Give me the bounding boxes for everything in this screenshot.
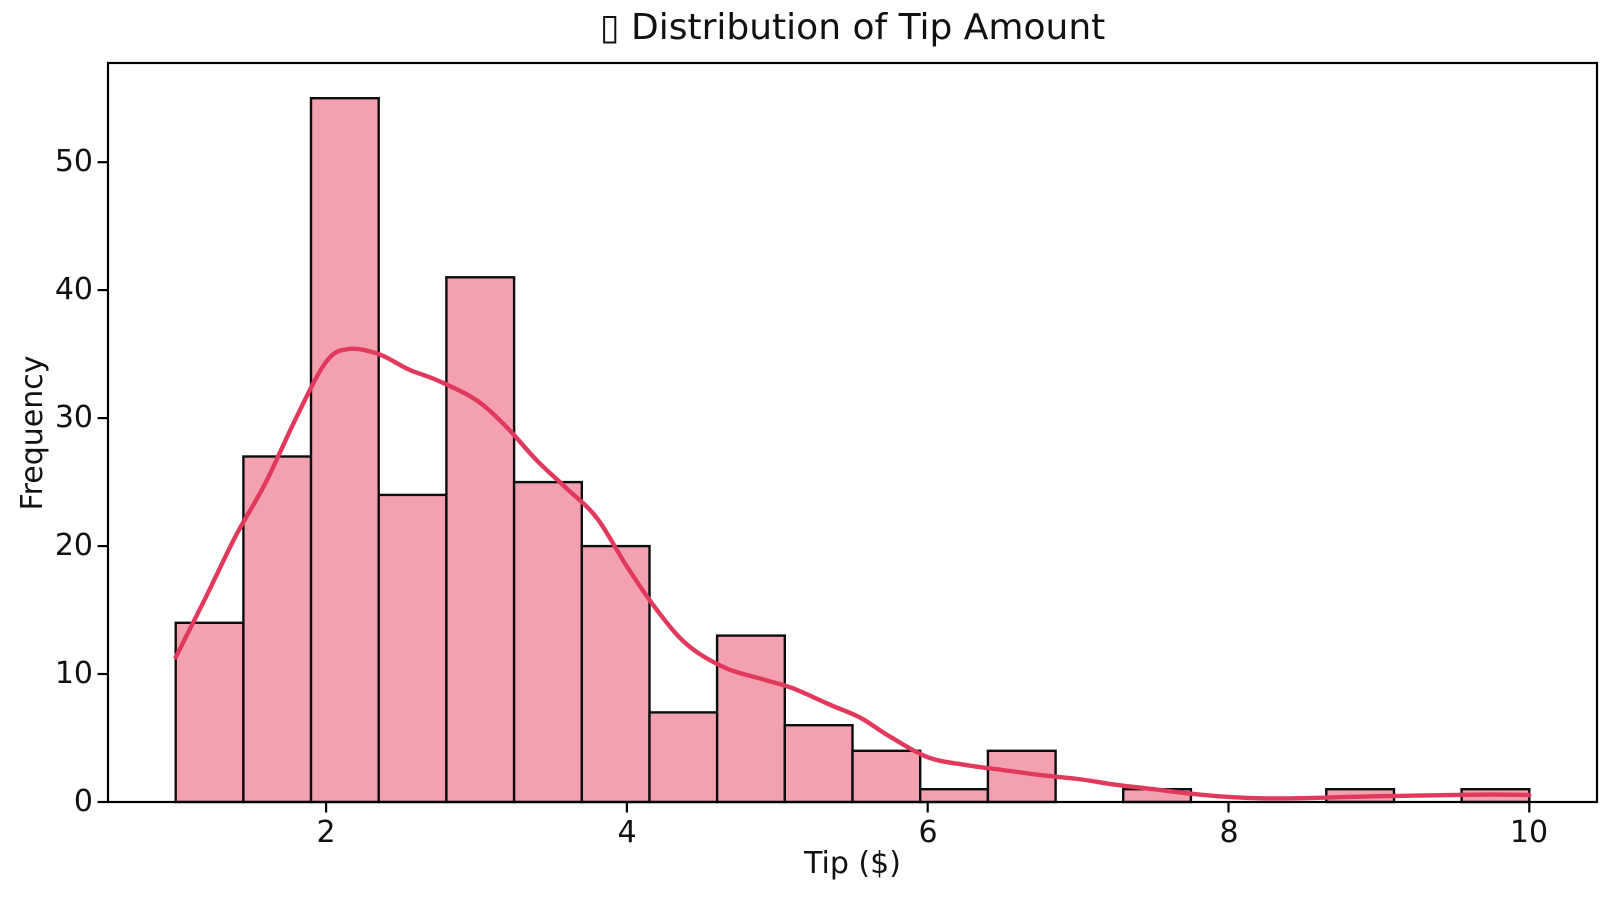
- histogram-bar: [174, 621, 245, 804]
- y-tick-label: 20: [54, 528, 93, 563]
- histogram-bar: [242, 455, 313, 804]
- x-tick-label: 8: [1219, 815, 1239, 850]
- y-tick-label: 40: [54, 272, 93, 307]
- kde-curve: [173, 346, 1532, 801]
- histogram-bar: [715, 634, 786, 804]
- x-axis-label: Tip ($): [804, 846, 901, 881]
- histogram-bar: [445, 276, 516, 804]
- y-tick-label: 0: [73, 784, 93, 819]
- y-tick-label: 50: [54, 144, 93, 179]
- y-tick-label: 10: [54, 656, 93, 691]
- x-tick-label: 4: [617, 815, 637, 850]
- histogram-bar: [309, 96, 380, 804]
- histogram-bar: [648, 711, 719, 804]
- histogram-bar: [512, 480, 583, 804]
- x-tick-label: 10: [1509, 815, 1549, 850]
- histogram-bar: [377, 493, 448, 804]
- x-tick-label: 2: [316, 815, 336, 850]
- histogram-bar: [783, 724, 854, 804]
- y-tick-label: 30: [54, 400, 93, 435]
- histogram-bar: [919, 788, 990, 804]
- histogram-bar: [851, 749, 922, 804]
- chart-title: ▯ Distribution of Tip Amount: [599, 7, 1106, 48]
- x-tick-label: 6: [918, 815, 938, 850]
- plot-spines: [106, 61, 1599, 804]
